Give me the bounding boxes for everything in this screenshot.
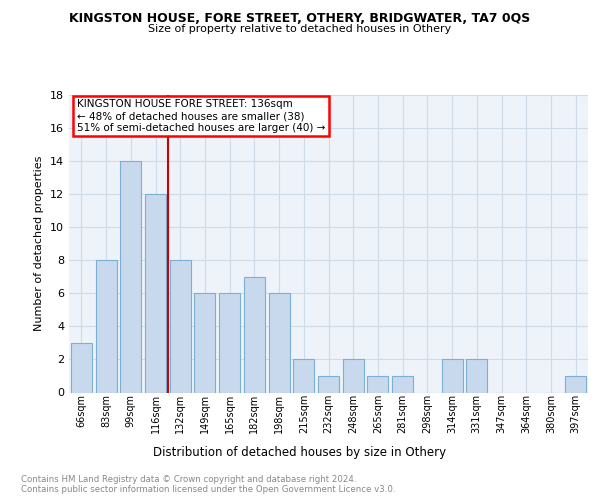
Bar xyxy=(367,376,388,392)
Text: Contains public sector information licensed under the Open Government Licence v3: Contains public sector information licen… xyxy=(21,486,395,494)
Bar xyxy=(565,376,586,392)
Bar xyxy=(219,294,240,392)
Bar xyxy=(95,260,116,392)
Bar xyxy=(466,360,487,392)
Bar xyxy=(120,161,141,392)
Bar xyxy=(392,376,413,392)
Bar xyxy=(293,360,314,392)
Text: Distribution of detached houses by size in Othery: Distribution of detached houses by size … xyxy=(154,446,446,459)
Bar xyxy=(244,277,265,392)
Bar xyxy=(170,260,191,392)
Text: Size of property relative to detached houses in Othery: Size of property relative to detached ho… xyxy=(148,24,452,34)
Bar xyxy=(269,294,290,392)
Bar xyxy=(343,360,364,392)
Bar xyxy=(194,294,215,392)
Text: Contains HM Land Registry data © Crown copyright and database right 2024.: Contains HM Land Registry data © Crown c… xyxy=(21,476,356,484)
Text: KINGSTON HOUSE FORE STREET: 136sqm
← 48% of detached houses are smaller (38)
51%: KINGSTON HOUSE FORE STREET: 136sqm ← 48%… xyxy=(77,100,325,132)
Y-axis label: Number of detached properties: Number of detached properties xyxy=(34,156,44,332)
Text: KINGSTON HOUSE, FORE STREET, OTHERY, BRIDGWATER, TA7 0QS: KINGSTON HOUSE, FORE STREET, OTHERY, BRI… xyxy=(70,12,530,26)
Bar xyxy=(442,360,463,392)
Bar xyxy=(71,343,92,392)
Bar xyxy=(145,194,166,392)
Bar xyxy=(318,376,339,392)
